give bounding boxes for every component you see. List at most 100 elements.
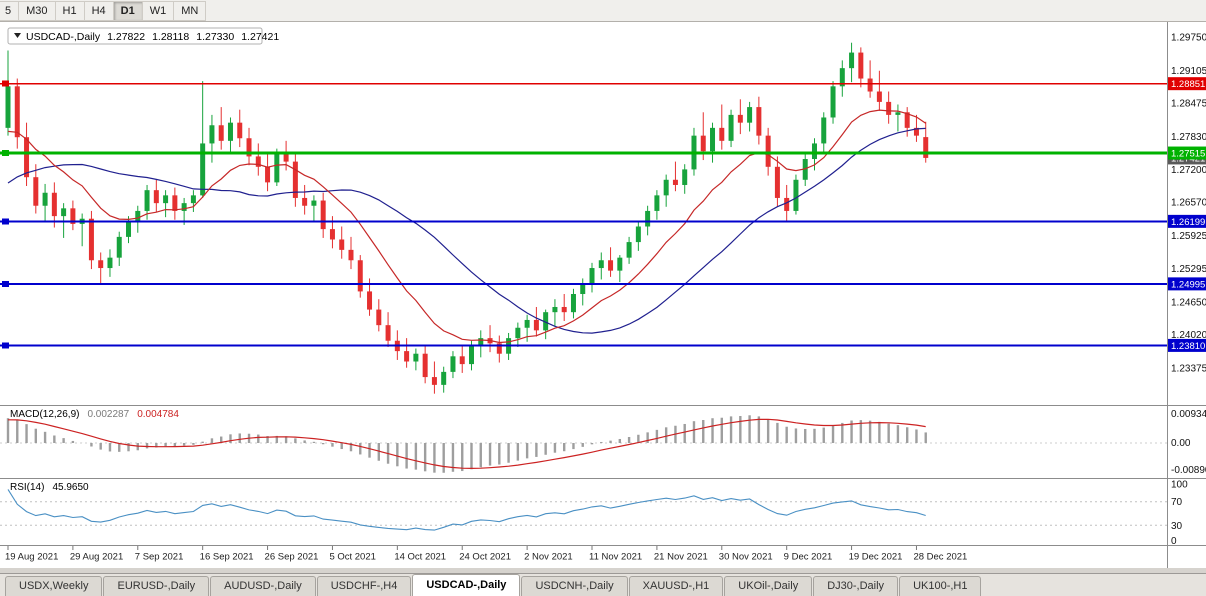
candle bbox=[904, 112, 910, 128]
macd-axis-label: 0.00 bbox=[1171, 438, 1191, 449]
price-tag-1.28851 bbox=[1168, 77, 1206, 91]
support-line-blue-3-handle[interactable] bbox=[2, 342, 9, 349]
candle bbox=[839, 68, 845, 87]
candle bbox=[663, 179, 669, 196]
resistance-line-red-handle[interactable] bbox=[2, 80, 9, 87]
timeframe-H4[interactable]: H4 bbox=[84, 0, 114, 21]
price-tag-1.26199-text: 1.26199 bbox=[1171, 217, 1205, 228]
candle bbox=[580, 283, 586, 295]
candle bbox=[849, 52, 855, 69]
candle bbox=[70, 208, 76, 224]
candle bbox=[227, 122, 233, 141]
candle bbox=[144, 190, 150, 211]
candle bbox=[98, 260, 104, 269]
candle bbox=[237, 122, 243, 139]
date-label: 9 Dec 2021 bbox=[784, 552, 833, 563]
candle bbox=[886, 101, 892, 115]
timeframe-W1[interactable]: W1 bbox=[142, 0, 175, 21]
candle bbox=[431, 377, 437, 385]
candle bbox=[422, 353, 428, 378]
candle bbox=[153, 190, 159, 204]
date-label: 2 Nov 2021 bbox=[524, 552, 573, 563]
date-label: 29 Aug 2021 bbox=[70, 552, 123, 563]
candle bbox=[496, 343, 502, 354]
moving-averages bbox=[7, 109, 927, 344]
date-label: 5 Oct 2021 bbox=[329, 552, 375, 563]
support-line-blue-2-handle[interactable] bbox=[2, 280, 9, 287]
price-tag-1.24995-text: 1.24995 bbox=[1171, 279, 1205, 290]
candle bbox=[589, 268, 595, 284]
price-tag-1.28851-text: 1.28851 bbox=[1171, 79, 1205, 90]
chart-tab-eurusd-daily[interactable]: EURUSD-,Daily bbox=[103, 576, 210, 596]
candle bbox=[459, 356, 465, 365]
candle bbox=[200, 143, 206, 196]
chart-tab-uk100-h1[interactable]: UK100-,H1 bbox=[899, 576, 982, 596]
timeframe-toolbar: 5 M30 H1 H4 D1 W1 MN bbox=[0, 0, 1206, 22]
candle bbox=[774, 166, 780, 198]
rsi-label: RSI(14) 45.9650 bbox=[10, 482, 89, 493]
timeframe-H1[interactable]: H1 bbox=[55, 0, 85, 21]
candle bbox=[561, 306, 567, 313]
candle bbox=[329, 229, 335, 240]
candle bbox=[42, 192, 48, 206]
timeframe-MN[interactable]: MN bbox=[174, 0, 207, 21]
candle bbox=[608, 260, 614, 271]
candle bbox=[292, 161, 298, 198]
candle bbox=[376, 309, 382, 326]
macd-label: MACD(12,26,9) 0.002287 0.004784 bbox=[10, 409, 179, 420]
price-axis-label: 1.24650 bbox=[1171, 297, 1206, 308]
candle bbox=[172, 195, 178, 211]
timeframe-M30[interactable]: M30 bbox=[19, 0, 56, 21]
price-axis-label: 1.25295 bbox=[1171, 264, 1206, 275]
candle bbox=[135, 210, 141, 222]
chart-tab-audusd-daily[interactable]: AUDUSD-,Daily bbox=[210, 576, 316, 596]
price-scale[interactable]: 1.29750 1.29105 1.28475 1.27830 1.27200 1.265… bbox=[1168, 33, 1206, 375]
candle bbox=[876, 91, 882, 102]
candle bbox=[728, 114, 734, 141]
chart-background bbox=[0, 22, 1206, 568]
chart-tab-usdcnh-daily[interactable]: USDCNH-,Daily bbox=[521, 576, 628, 596]
price-axis-label: 1.27200 bbox=[1171, 165, 1206, 176]
candle bbox=[218, 125, 224, 141]
date-scale[interactable]: 19 Aug 2021 29 Aug 2021 7 Sep 2021 16 Sep 2… bbox=[5, 546, 967, 563]
chart-tab-usdx-weekly[interactable]: USDX,Weekly bbox=[5, 576, 103, 596]
macd-signal-line bbox=[7, 418, 926, 470]
candle bbox=[719, 127, 725, 141]
candle bbox=[339, 239, 345, 250]
rsi-panel: 100 70 30 0 bbox=[0, 480, 1188, 547]
timeframe-5[interactable]: 5 bbox=[0, 0, 20, 21]
chevron-down-icon[interactable] bbox=[14, 33, 21, 38]
candle bbox=[5, 86, 11, 128]
candle bbox=[895, 112, 901, 115]
price-axis-label: 1.24020 bbox=[1171, 330, 1206, 341]
candle bbox=[756, 107, 762, 136]
candle bbox=[737, 114, 743, 123]
timeframe-D1[interactable]: D1 bbox=[113, 0, 143, 21]
date-label: 30 Nov 2021 bbox=[719, 552, 773, 563]
ma-slow-line bbox=[7, 127, 926, 334]
chart-tab-usdcad-daily[interactable]: USDCAD-,Daily bbox=[412, 574, 521, 596]
price-axis-label: 1.29750 bbox=[1171, 33, 1206, 44]
chart-tab-usdchf-h4[interactable]: USDCHF-,H4 bbox=[316, 576, 412, 596]
candle bbox=[311, 200, 317, 206]
price-axis-label: 1.28475 bbox=[1171, 99, 1206, 110]
candle bbox=[163, 195, 169, 204]
legend-box bbox=[7, 27, 263, 45]
chart-tab-xauusd-h1[interactable]: XAUUSD-,H1 bbox=[628, 576, 724, 596]
support-line-green-handle[interactable] bbox=[2, 150, 9, 157]
rsi-axis-label: 100 bbox=[1171, 480, 1188, 491]
price-axis-label: 1.26570 bbox=[1171, 198, 1206, 209]
candle bbox=[14, 86, 20, 138]
support-line-blue-1-handle[interactable] bbox=[2, 218, 9, 225]
chart-tab-ukoil-daily[interactable]: UKOil-,Daily bbox=[724, 576, 813, 596]
candle bbox=[126, 221, 132, 237]
candle bbox=[923, 137, 929, 158]
chart-tab-dj30-daily[interactable]: DJ30-,Daily bbox=[813, 576, 899, 596]
candle bbox=[598, 260, 604, 269]
candle bbox=[116, 236, 122, 258]
candle bbox=[190, 195, 196, 204]
horizontal-level-lines[interactable] bbox=[0, 80, 1167, 349]
